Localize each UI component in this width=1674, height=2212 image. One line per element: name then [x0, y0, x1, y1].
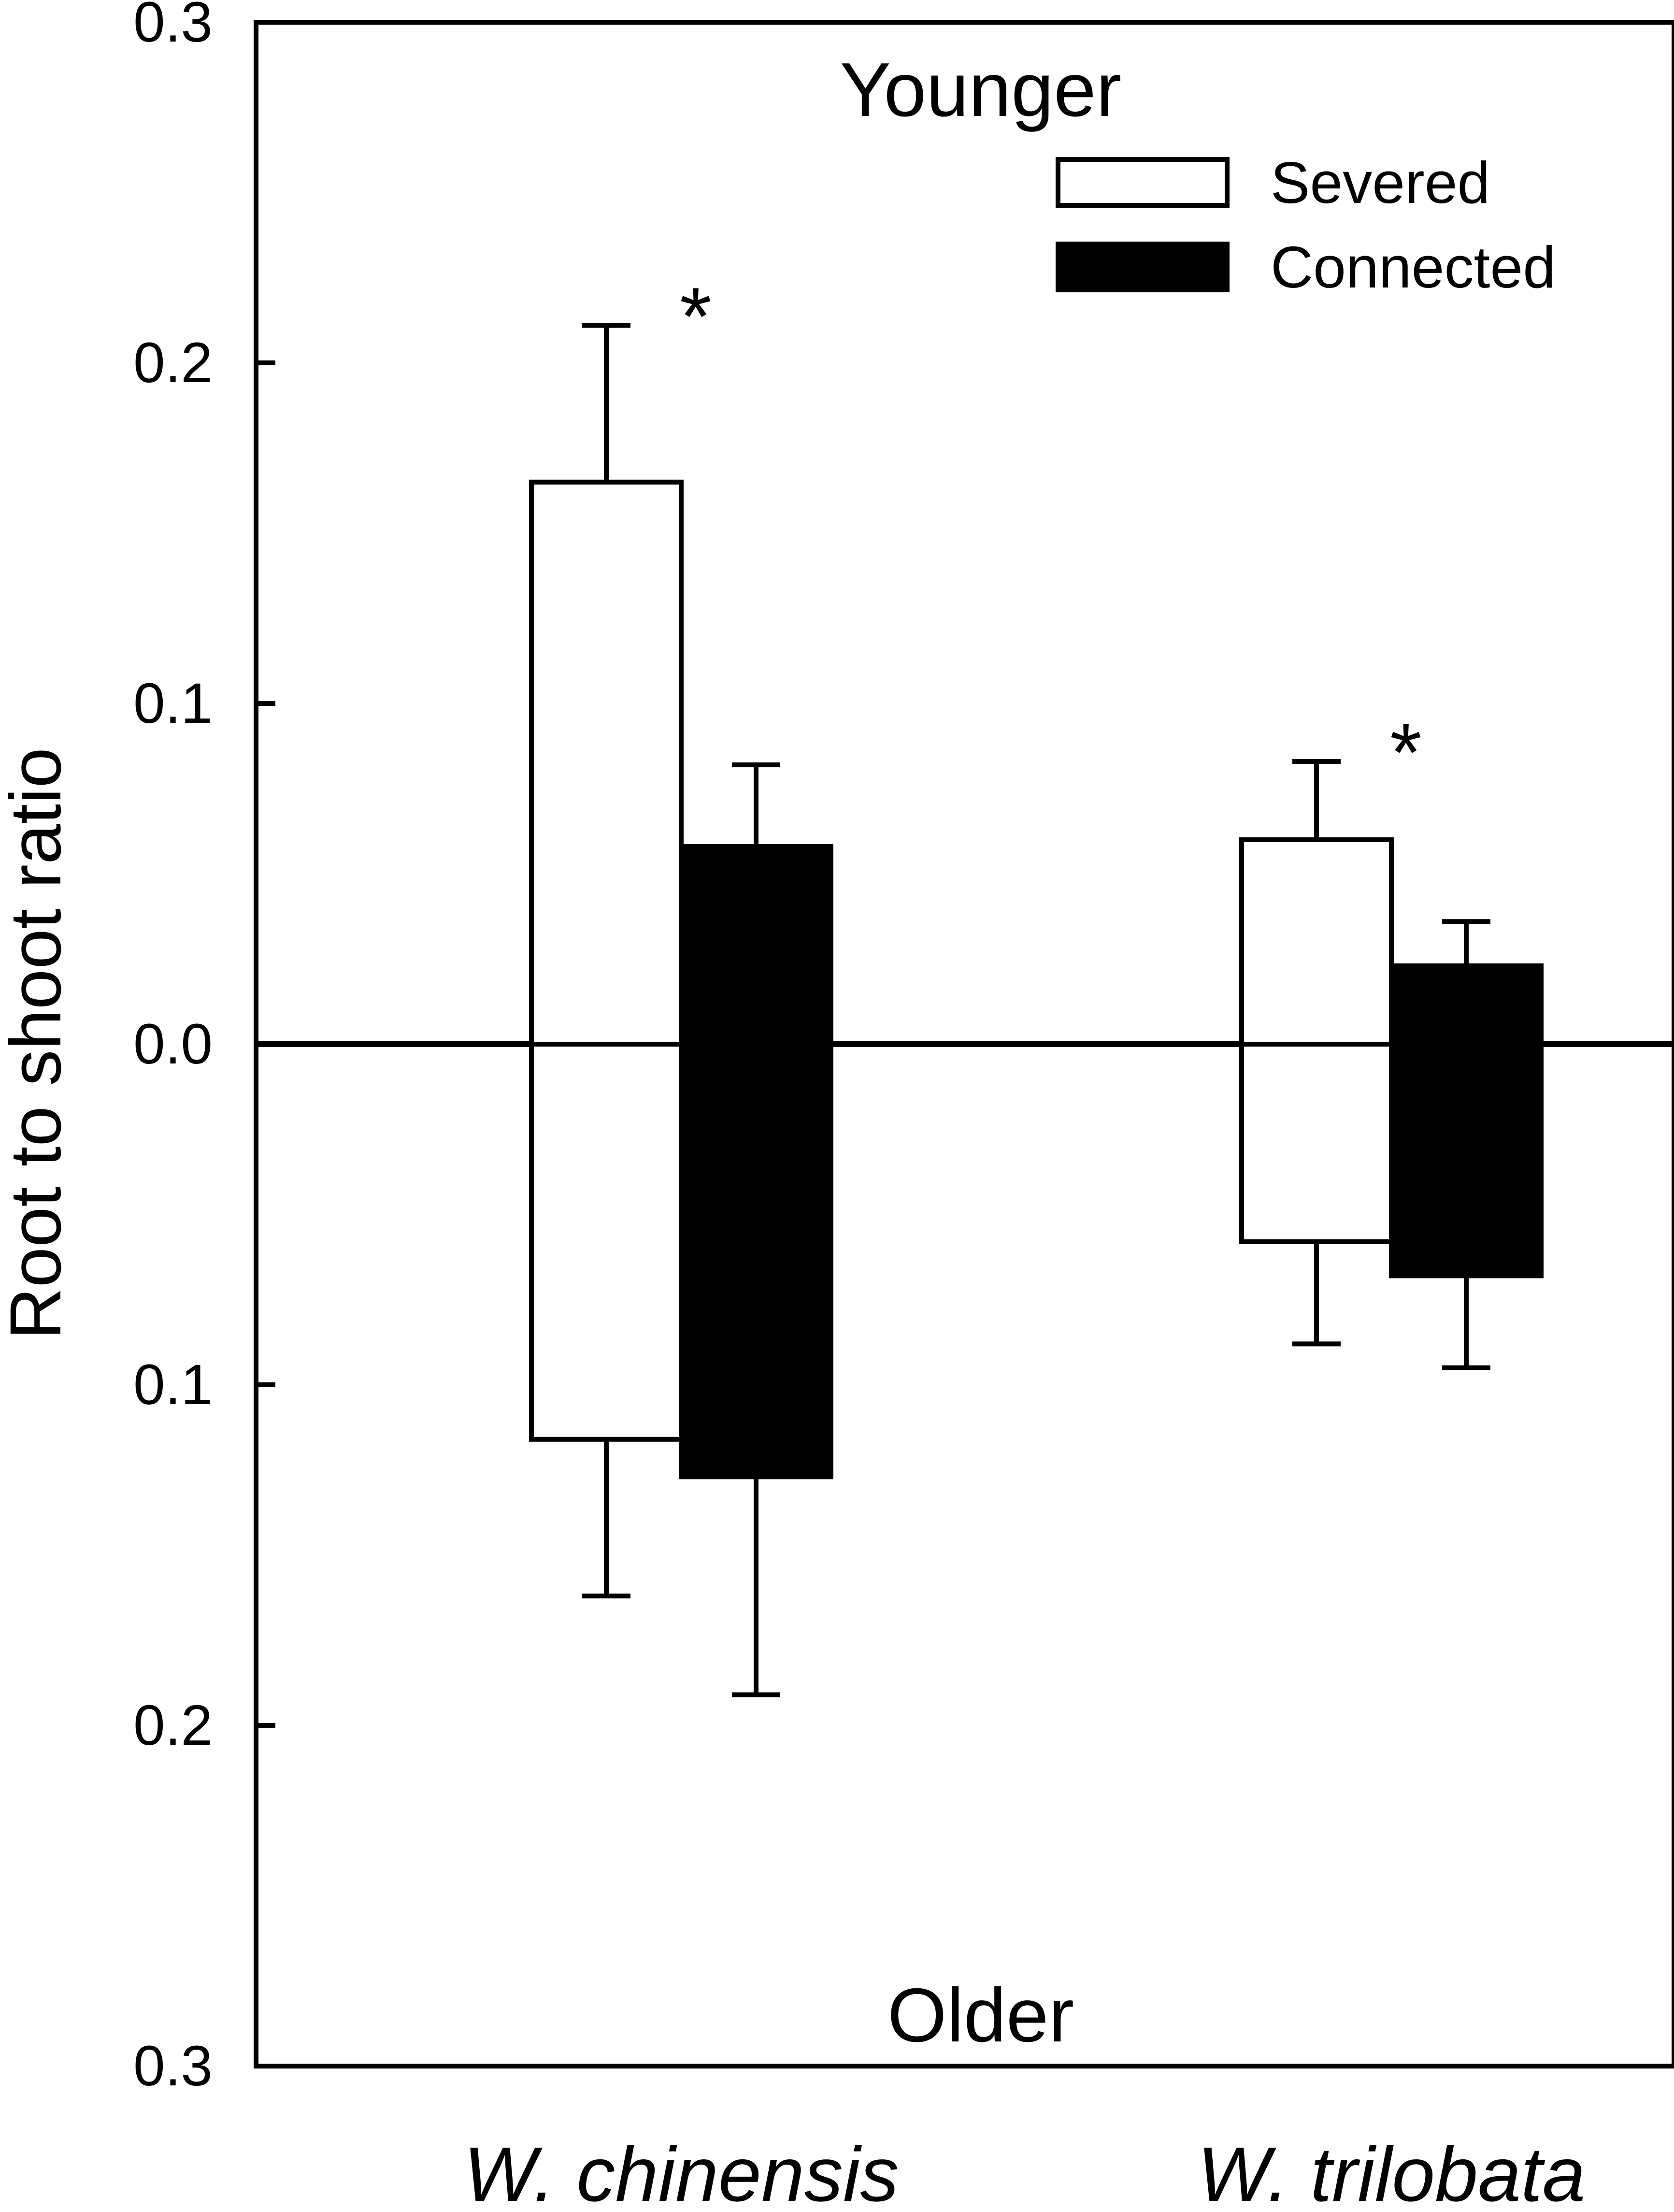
bar-severed-older [1239, 1042, 1394, 1244]
category-label-w-trilobata: W. trilobata [1197, 2131, 1585, 2212]
bar-connected-older [679, 1042, 833, 1479]
bars [529, 479, 1544, 1479]
y-tick-label: 0.3 [133, 0, 213, 54]
region-label-older: Older [887, 1973, 1074, 2058]
category-label-w-chinensis: W. chinensis [463, 2131, 899, 2212]
legend-label-connected: Connected [1271, 234, 1556, 300]
y-tick-label: 0.2 [133, 331, 213, 395]
error-bars [582, 323, 1490, 1697]
bar-connected-younger [1389, 963, 1544, 1047]
y-tick-label: 0.0 [133, 1012, 213, 1076]
legend-swatch-connected [1056, 242, 1230, 292]
legend-swatch-severed [1056, 157, 1230, 208]
bar-connected-younger [679, 844, 833, 1047]
y-axis-ticks: 0.3 0.2 0.1 0.0 0.1 0.2 0.3 [133, 0, 275, 2098]
y-tick-label: 0.1 [133, 1353, 213, 1417]
y-tick-label: 0.2 [133, 1694, 213, 1757]
legend-label-severed: Severed [1271, 150, 1490, 215]
y-axis-title: Root to shoot ratio [0, 747, 76, 1340]
y-tick-label: 0.3 [133, 2034, 213, 2098]
region-label-younger: Younger [840, 47, 1122, 132]
bar-severed-younger [529, 479, 684, 1047]
bar-severed-older [529, 1042, 684, 1442]
significance-star-w-chinensis: * [680, 271, 712, 362]
y-tick-label: 0.1 [133, 672, 213, 735]
bar-connected-older [1389, 1042, 1544, 1278]
significance-star-w-trilobata: * [1390, 707, 1422, 799]
legend: Severed Connected [1056, 150, 1556, 300]
bar-severed-younger [1239, 837, 1394, 1047]
